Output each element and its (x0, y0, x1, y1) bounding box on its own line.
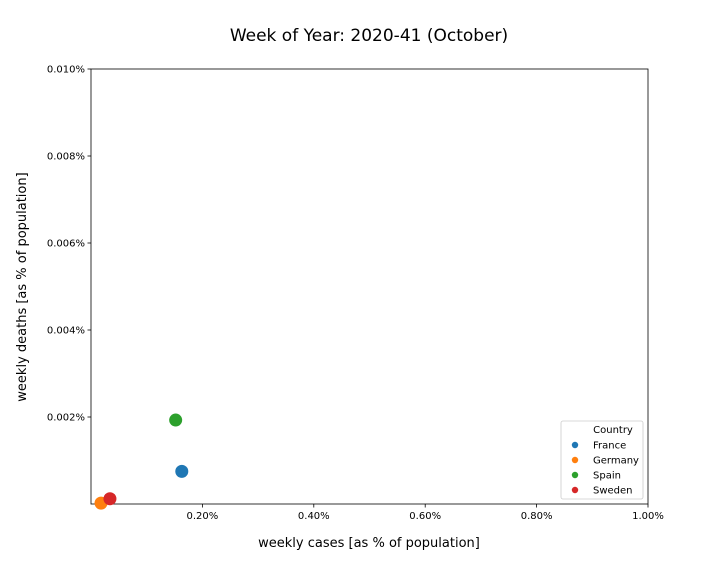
y-axis-ticks: 0.002% 0.004% 0.006% 0.008% 0.010% (47, 65, 91, 424)
legend-label-france: France (593, 441, 626, 452)
legend-box (560, 420, 644, 500)
y-axis-label: weekly deaths [as % of population] (15, 172, 30, 401)
legend-marker-spain (571, 471, 579, 479)
x-tick-label: 0.80% (521, 511, 553, 522)
data-point-spain (169, 413, 183, 427)
x-tick-label: 0.40% (298, 511, 330, 522)
y-tick-label: 0.010% (47, 65, 85, 76)
legend-label-spain: Spain (593, 471, 621, 482)
y-tick-label: 0.008% (47, 152, 85, 163)
x-tick-label: 0.60% (409, 511, 441, 522)
legend-items: France Germany Spain Sweden (571, 441, 639, 497)
legend-marker-sweden (571, 486, 579, 494)
legend: Country France Germany Spain Sweden (560, 420, 644, 500)
x-tick-label: 0.20% (187, 511, 219, 522)
x-tick-label: 1.00% (632, 511, 664, 522)
y-tick-label: 0.004% (47, 326, 85, 337)
y-tick-label: 0.006% (47, 239, 85, 250)
x-axis-label: weekly cases [as % of population] (258, 536, 480, 551)
chart-title: Week of Year: 2020-41 (October) (230, 26, 508, 46)
legend-label-germany: Germany (593, 456, 639, 467)
data-point-sweden (103, 492, 117, 506)
legend-marker-france (571, 441, 579, 449)
data-points (94, 413, 189, 510)
plot-frame (90, 68, 649, 505)
y-tick-label: 0.002% (47, 413, 85, 424)
x-axis-ticks: 0.20% 0.40% 0.60% 0.80% 1.00% (187, 504, 664, 522)
plot-area: 0.20% 0.40% 0.60% 0.80% 1.00% 0.002%0.004%0.… (47, 65, 664, 523)
data-point-france (175, 464, 189, 478)
legend-marker-germany (571, 456, 579, 464)
legend-label-sweden: Sweden (593, 486, 633, 497)
legend-title: Country (593, 425, 633, 436)
